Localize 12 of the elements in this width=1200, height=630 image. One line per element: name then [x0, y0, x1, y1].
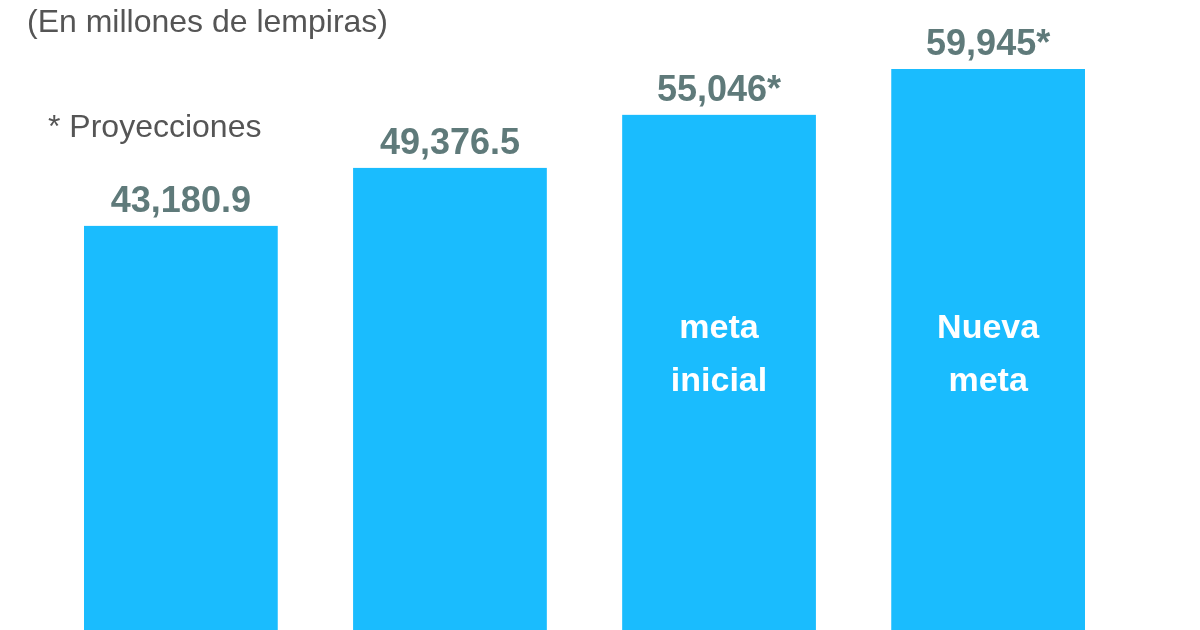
x-tick-label: Nueva meta: [937, 307, 1041, 398]
bar: [622, 114, 816, 630]
annotation: * Proyecciones: [48, 108, 262, 144]
bar: [891, 69, 1085, 630]
bar: [84, 225, 278, 630]
data-label: 49,376.5: [379, 120, 521, 162]
data-label: 55,046*: [656, 67, 782, 109]
bar: [353, 167, 547, 630]
chart-subtitle: (En millones de lempiras): [27, 3, 389, 39]
data-label: 43,180.9: [110, 178, 251, 220]
x-tick-label: meta inicial: [670, 307, 768, 398]
data-label: 59,945*: [926, 22, 1051, 63]
